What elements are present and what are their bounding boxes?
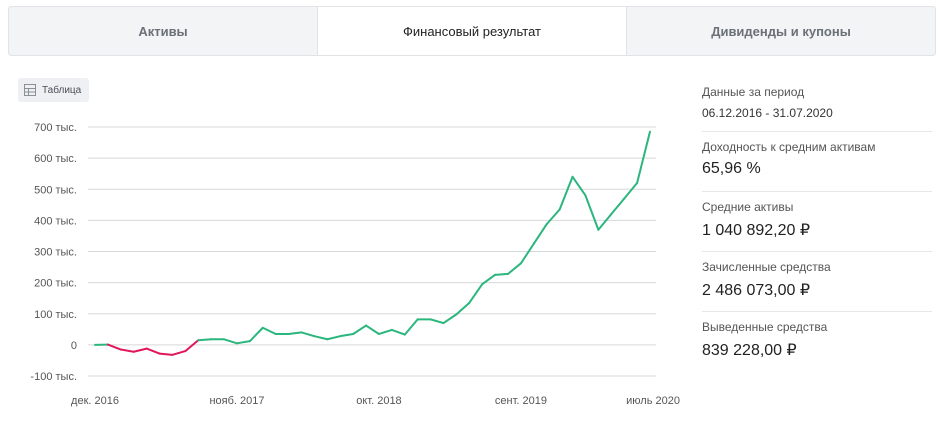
- series-line-segment: [119, 348, 135, 353]
- series-line-segment: [184, 339, 200, 353]
- stats-panel: Данные за период 06.12.2016 - 31.07.2020…: [702, 84, 932, 372]
- y-tick-label: 500 тыс.: [34, 184, 77, 196]
- y-tick-label: 600 тыс.: [34, 153, 77, 165]
- stat-average-assets-value: 1 040 892,20 ₽: [702, 222, 811, 239]
- stat-credited-funds-value: 2 486 073,00 ₽: [702, 282, 811, 299]
- series-line-segment: [132, 347, 148, 353]
- y-tick-label: 400 тыс.: [34, 215, 77, 227]
- series-line-segment: [558, 175, 574, 211]
- series-line-segment: [507, 262, 522, 275]
- tab-dividends-coupons[interactable]: Дивиденды и купоны: [711, 23, 851, 39]
- series-line-segment: [287, 331, 303, 335]
- y-tick-label: 700 тыс.: [34, 122, 77, 134]
- table-icon: [24, 84, 36, 96]
- stat-withdrawn-funds: Выведенные средства 839 228,00 ₽: [702, 312, 932, 372]
- stat-yield: Доходность к средним активам 65,96 %: [702, 132, 932, 192]
- series-line-segment: [248, 326, 264, 343]
- series-line-segment: [235, 340, 251, 345]
- x-tick-label: нояб. 2017: [209, 395, 264, 407]
- table-button-label: Таблица: [42, 84, 82, 96]
- y-tick-label: 100 тыс.: [34, 309, 77, 321]
- series-line-segment: [106, 343, 122, 351]
- stat-yield-value: 65,96 %: [702, 160, 761, 177]
- tab-financial-result[interactable]: Финансовый результат: [318, 7, 627, 55]
- series-line-segment: [313, 335, 329, 341]
- series-line-segment: [532, 223, 548, 245]
- series-line-segment: [145, 347, 161, 355]
- tab-assets[interactable]: Активы: [9, 7, 318, 55]
- series-line-segment: [390, 328, 406, 336]
- series-line-segment: [352, 324, 368, 335]
- series-line-segment: [636, 130, 651, 185]
- stat-yield-label: Доходность к средним активам: [702, 140, 876, 154]
- series-line-segment: [403, 318, 419, 336]
- series-line-segment: [442, 313, 458, 325]
- x-tick-label: окт. 2018: [356, 395, 401, 407]
- stat-credited-funds: Зачисленные средства 2 486 073,00 ₽: [702, 252, 932, 312]
- series-line-segment: [223, 338, 238, 345]
- series-line-segment: [455, 301, 471, 316]
- x-tick-label: июль 2020: [626, 395, 680, 407]
- y-tick-label: 300 тыс.: [34, 247, 77, 259]
- series-line-segment: [519, 242, 535, 265]
- stat-average-assets-label: Средние активы: [702, 200, 794, 214]
- series-line-segment: [197, 338, 213, 342]
- series-line-segment: [571, 175, 587, 197]
- series-line-segment: [481, 273, 497, 286]
- series-line-segment: [261, 326, 277, 335]
- series-line-segment: [610, 197, 626, 216]
- series-line-segment: [597, 213, 613, 231]
- series-line-segment: [377, 328, 393, 335]
- stat-withdrawn-funds-value: 839 228,00 ₽: [702, 342, 797, 359]
- series-line-segment: [171, 350, 187, 356]
- stat-period-label: Данные за период: [702, 85, 805, 99]
- series-line-segment: [584, 194, 600, 231]
- series-line-segment: [468, 283, 484, 304]
- series-line-segment: [365, 324, 380, 335]
- y-tick-label: 200 тыс.: [34, 278, 77, 290]
- stat-average-assets: Средние активы 1 040 892,20 ₽: [702, 192, 932, 252]
- y-tick-label: -100 тыс.: [30, 371, 77, 383]
- series-line-segment: [623, 182, 639, 200]
- series-line-segment: [300, 331, 316, 338]
- financial-result-chart: 700 тыс. 600 тыс. 500 тыс. 400 тыс. 300 тыс.…: [30, 122, 680, 407]
- y-tick-label: 0: [71, 340, 77, 352]
- series-line-segment: [339, 332, 355, 338]
- series-line-segment: [494, 272, 510, 276]
- x-tick-label: дек. 2016: [71, 395, 119, 407]
- stat-withdrawn-funds-label: Выведенные средства: [702, 320, 828, 334]
- stat-credited-funds-label: Зачисленные средства: [702, 260, 831, 274]
- stat-period: Данные за период 06.12.2016 - 31.07.2020: [702, 84, 932, 132]
- series-line-segment: [545, 208, 561, 226]
- series-line-segment: [158, 352, 174, 356]
- stat-period-value: 06.12.2016 - 31.07.2020: [702, 106, 833, 120]
- table-view-button[interactable]: Таблица: [18, 78, 90, 102]
- x-tick-label: сент. 2019: [495, 395, 547, 407]
- series-line-segment: [326, 335, 342, 341]
- series-line-segment: [429, 318, 445, 325]
- tab-bar: Активы Финансовый результат Дивиденды и …: [8, 6, 936, 56]
